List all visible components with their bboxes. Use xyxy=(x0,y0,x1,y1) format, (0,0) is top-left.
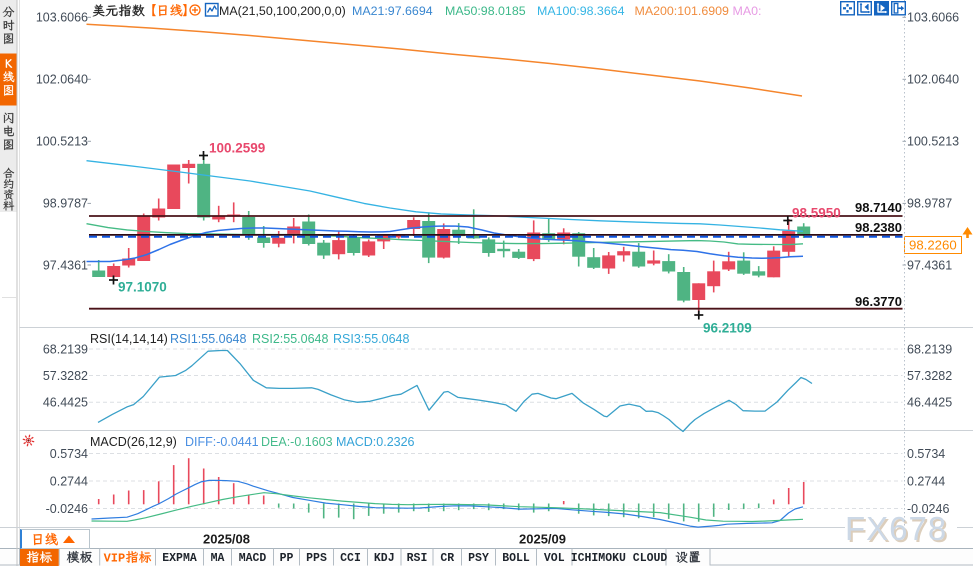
svg-text:MA: MA xyxy=(211,552,225,565)
svg-text:VOL: VOL xyxy=(544,552,565,565)
svg-text:46.4425: 46.4425 xyxy=(43,396,88,410)
svg-text:97.4361: 97.4361 xyxy=(907,258,952,272)
svg-text:98.5950: 98.5950 xyxy=(792,206,841,221)
svg-text:102.0640: 102.0640 xyxy=(36,73,88,87)
svg-text:MA50:98.0185: MA50:98.0185 xyxy=(445,4,526,18)
svg-text:98.2260: 98.2260 xyxy=(909,238,957,253)
svg-text:100.2599: 100.2599 xyxy=(209,140,265,155)
svg-text:-0.0246: -0.0246 xyxy=(907,502,949,516)
svg-text:96.2109: 96.2109 xyxy=(703,321,752,336)
svg-text:DEA:-0.1603: DEA:-0.1603 xyxy=(261,435,333,449)
svg-text:0.2744: 0.2744 xyxy=(50,474,88,488)
svg-text:57.3282: 57.3282 xyxy=(43,369,88,383)
svg-text:46.4425: 46.4425 xyxy=(907,396,952,410)
svg-text:RSI1:55.0648: RSI1:55.0648 xyxy=(170,332,246,346)
svg-text:57.3282: 57.3282 xyxy=(907,369,952,383)
svg-text:MACD:0.2326: MACD:0.2326 xyxy=(336,435,415,449)
svg-text:MA(21,50,100,200,0,0): MA(21,50,100,200,0,0) xyxy=(219,4,346,18)
svg-text:KDJ: KDJ xyxy=(374,552,395,565)
svg-text:0.5734: 0.5734 xyxy=(907,447,945,461)
svg-text:CR: CR xyxy=(440,552,454,565)
svg-text:EXPMA: EXPMA xyxy=(162,552,197,565)
svg-text:PPS: PPS xyxy=(306,552,327,565)
svg-text:MA200:101.6909: MA200:101.6909 xyxy=(635,4,729,18)
svg-text:0.5734: 0.5734 xyxy=(50,447,88,461)
svg-text:CCI: CCI xyxy=(340,552,361,565)
svg-text:ICHIMOKU CLOUD: ICHIMOKU CLOUD xyxy=(571,552,668,565)
svg-text:97.1070: 97.1070 xyxy=(118,280,167,295)
svg-text:2025/09: 2025/09 xyxy=(519,532,566,547)
svg-text:98.9787: 98.9787 xyxy=(907,197,952,211)
svg-text:68.2139: 68.2139 xyxy=(907,342,952,356)
svg-text:PSY: PSY xyxy=(468,552,489,565)
svg-text:RSI2:55.0648: RSI2:55.0648 xyxy=(252,332,328,346)
svg-text:MACD: MACD xyxy=(239,552,267,565)
svg-text:-0.0246: -0.0246 xyxy=(46,502,88,516)
svg-text:RSI3:55.0648: RSI3:55.0648 xyxy=(333,332,409,346)
svg-text:98.2380: 98.2380 xyxy=(855,220,902,235)
svg-text:103.6066: 103.6066 xyxy=(36,11,88,25)
svg-text:RSI: RSI xyxy=(407,552,428,565)
svg-text:102.0640: 102.0640 xyxy=(907,73,959,87)
svg-text:RSI(14,14,14): RSI(14,14,14) xyxy=(90,332,168,346)
svg-text:68.2139: 68.2139 xyxy=(43,342,88,356)
svg-text:103.6066: 103.6066 xyxy=(907,11,959,25)
svg-text:VIP: VIP xyxy=(104,552,126,566)
svg-text:96.3770: 96.3770 xyxy=(855,294,902,309)
svg-text:98.7140: 98.7140 xyxy=(855,200,902,215)
svg-text:100.5213: 100.5213 xyxy=(907,135,959,149)
svg-text:MA0:: MA0: xyxy=(733,4,762,18)
svg-text:100.5213: 100.5213 xyxy=(36,135,88,149)
svg-text:0.2744: 0.2744 xyxy=(907,474,945,488)
svg-text:BOLL: BOLL xyxy=(502,552,530,565)
svg-text:MA100:98.3664: MA100:98.3664 xyxy=(537,4,625,18)
svg-text:98.9787: 98.9787 xyxy=(43,197,88,211)
svg-text:DIFF:-0.0441: DIFF:-0.0441 xyxy=(185,435,259,449)
svg-text:MA21:97.6694: MA21:97.6694 xyxy=(352,4,433,18)
svg-text:PP: PP xyxy=(280,552,294,565)
svg-text:97.4361: 97.4361 xyxy=(43,258,88,272)
svg-text:MACD(26,12,9): MACD(26,12,9) xyxy=(90,435,177,449)
svg-text:2025/08: 2025/08 xyxy=(203,532,250,547)
